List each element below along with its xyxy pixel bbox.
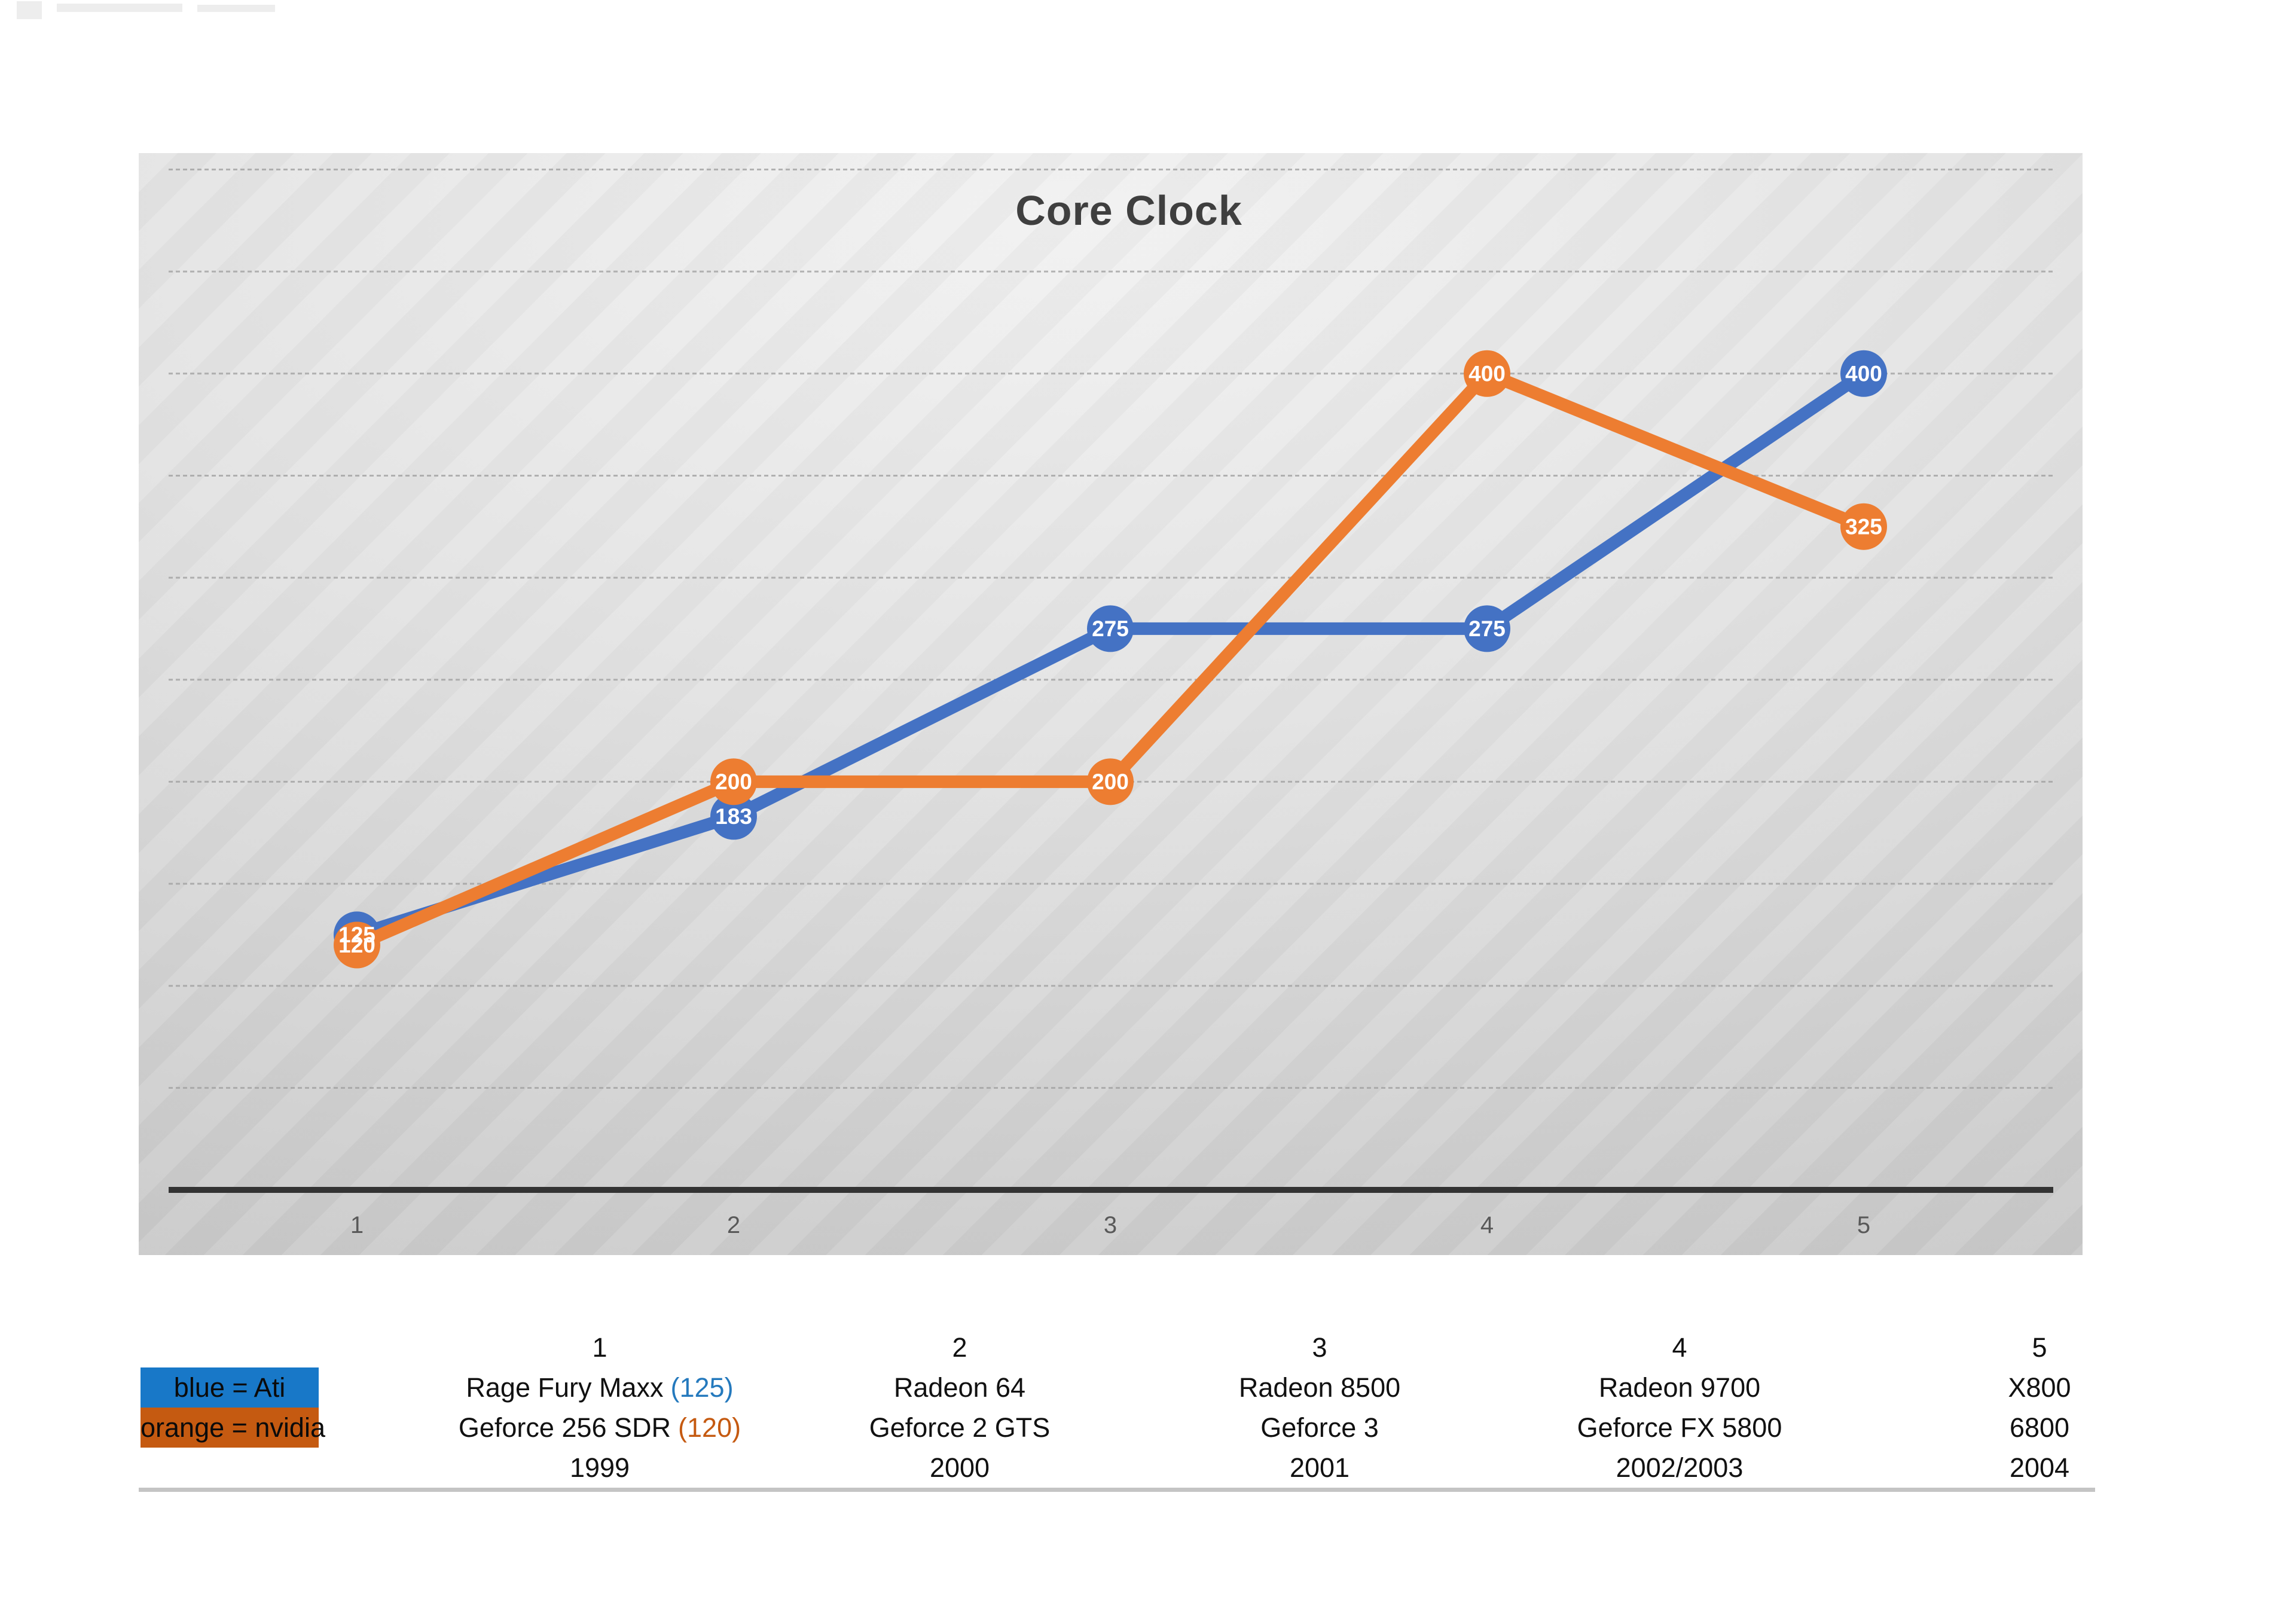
table-column: 1 Rage Fury Maxx (125) Geforce 256 SDR (12… <box>420 1327 780 1488</box>
year-cell: 2002/2003 <box>1616 1452 1744 1483</box>
table-header-cell: 1 <box>592 1332 607 1363</box>
x-tick-label: 4 <box>1480 1212 1494 1238</box>
data-label-Ati: 125 <box>338 923 375 947</box>
legend-swatch-nvidia: orange = nvidia <box>141 1408 325 1448</box>
ati-card-cell: Radeon 64 <box>893 1372 1026 1403</box>
legend-label-nvidia: orange = nvidia <box>141 1412 325 1443</box>
data-label-nvidia: 325 <box>1845 514 1882 539</box>
x-tick-label: 3 <box>1104 1212 1117 1238</box>
table-column: 2 Radeon 64 Geforce 2 GTS 2000 <box>780 1327 1140 1488</box>
data-label-nvidia: 120 <box>338 933 375 957</box>
data-label-nvidia: 200 <box>1092 770 1129 794</box>
marker-nvidia <box>1464 350 1510 397</box>
chart-title: Core Clock <box>1015 187 1242 234</box>
plot-area <box>139 153 2083 1255</box>
year-cell: 2001 <box>1289 1452 1350 1483</box>
table-header-cell: 3 <box>1312 1332 1327 1363</box>
screen-artifact <box>17 1 42 19</box>
ati-card-cell: X800 <box>2008 1372 2071 1403</box>
data-label-nvidia: 200 <box>715 770 752 794</box>
nvidia-card-cell: Geforce 3 <box>1260 1412 1379 1443</box>
data-label-Ati: 275 <box>1468 616 1506 641</box>
year-cell: 2004 <box>2009 1452 2070 1483</box>
table-header-cell: 5 <box>2032 1332 2047 1363</box>
marker-nvidia <box>1087 758 1134 805</box>
year-cell: 2000 <box>929 1452 990 1483</box>
data-label-Ati: 275 <box>1092 616 1129 641</box>
table-divider <box>139 1488 2095 1492</box>
ati-card-cell: Rage Fury Maxx (125) <box>466 1372 734 1403</box>
table-column: 3 Radeon 8500 Geforce 3 2001 <box>1140 1327 1500 1488</box>
data-label-nvidia: 400 <box>1468 361 1506 386</box>
nvidia-card-cell: Geforce FX 5800 <box>1577 1412 1782 1443</box>
year-cell: 1999 <box>569 1452 630 1483</box>
marker-Ati <box>710 793 757 840</box>
data-label-Ati: 400 <box>1845 361 1882 386</box>
nvidia-card-cell: Geforce 256 SDR (120) <box>458 1412 741 1443</box>
marker-nvidia <box>1840 503 1887 550</box>
legend-label-ati: blue = Ati <box>173 1372 286 1403</box>
table-column: 5 X800 6800 2004 <box>1860 1327 2219 1488</box>
marker-Ati <box>1840 350 1887 397</box>
legend-swatch-ati: blue = Ati <box>141 1367 319 1408</box>
chart-legend: blue = Ati orange = nvidia <box>141 1367 325 1448</box>
x-tick-label: 2 <box>727 1212 740 1238</box>
marker-nvidia <box>334 921 380 969</box>
marker-Ati <box>1087 605 1134 652</box>
x-tick-label: 5 <box>1857 1212 1870 1238</box>
table-column: 4 Radeon 9700 Geforce FX 5800 2002/2003 <box>1500 1327 1860 1488</box>
table-header-cell: 2 <box>952 1332 967 1363</box>
legend-item-ati: blue = Ati <box>141 1367 319 1408</box>
x-tick-label: 1 <box>350 1212 364 1238</box>
screen-artifact <box>57 4 182 12</box>
ati-card-cell: Radeon 9700 <box>1598 1372 1761 1403</box>
table-header-cell: 4 <box>1672 1332 1687 1363</box>
data-label-Ati: 183 <box>715 804 752 829</box>
spec-table: 1 Rage Fury Maxx (125) Geforce 256 SDR (12… <box>420 1327 2219 1488</box>
marker-nvidia <box>710 758 757 805</box>
nvidia-clock-note: (120) <box>678 1412 741 1443</box>
nvidia-card-cell: Geforce 2 GTS <box>869 1412 1051 1443</box>
ati-clock-note: (125) <box>670 1372 734 1403</box>
screen-artifact <box>197 5 275 12</box>
ati-card-cell: Radeon 8500 <box>1238 1372 1401 1403</box>
nvidia-card-cell: 6800 <box>2009 1412 2070 1443</box>
marker-Ati <box>1464 605 1510 652</box>
legend-item-nvidia: orange = nvidia <box>141 1408 325 1448</box>
